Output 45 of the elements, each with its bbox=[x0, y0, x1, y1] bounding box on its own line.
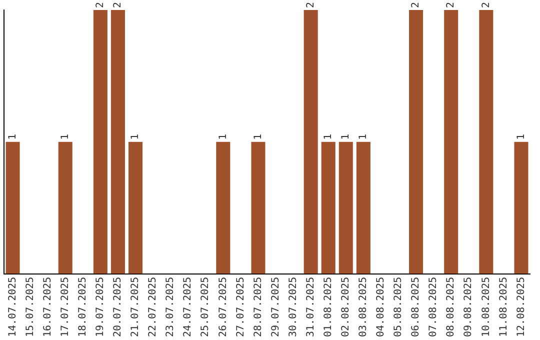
data-label: 1 bbox=[7, 134, 18, 140]
data-label: 1 bbox=[60, 134, 71, 140]
x-tick-label: 24.07.2025 bbox=[182, 276, 194, 338]
data-label: 1 bbox=[252, 134, 264, 140]
data-label: 2 bbox=[446, 2, 457, 8]
x-tick-label: 15.07.2025 bbox=[24, 276, 36, 338]
x-tick-label: 27.07.2025 bbox=[235, 276, 246, 338]
x-tick-label: 02.08.2025 bbox=[340, 276, 352, 338]
x-tick-label: 06.08.2025 bbox=[410, 276, 422, 338]
x-tick-label: 04.08.2025 bbox=[376, 276, 387, 338]
x-tick-label: 14.07.2025 bbox=[7, 276, 18, 338]
x-tick-label: 26.07.2025 bbox=[218, 276, 229, 338]
x-tick-label: 09.08.2025 bbox=[463, 276, 474, 338]
data-label: 2 bbox=[112, 2, 124, 8]
x-tick-label: 20.07.2025 bbox=[112, 276, 124, 338]
data-label: 2 bbox=[95, 2, 106, 8]
x-tick-label: 05.08.2025 bbox=[393, 276, 404, 338]
x-tick-label: 03.08.2025 bbox=[358, 276, 370, 338]
x-tick-label: 28.07.2025 bbox=[252, 276, 264, 338]
x-tick-label: 12.08.2025 bbox=[516, 276, 527, 338]
data-label: 1 bbox=[322, 134, 334, 140]
x-tick-label: 01.08.2025 bbox=[322, 276, 334, 338]
data-label: 2 bbox=[305, 2, 316, 8]
data-label: 1 bbox=[340, 134, 352, 140]
x-tick-label: 22.07.2025 bbox=[148, 276, 159, 338]
x-tick-label: 21.07.2025 bbox=[130, 276, 142, 338]
data-label: 1 bbox=[130, 134, 142, 140]
x-tick-label: 16.07.2025 bbox=[42, 276, 54, 338]
x-tick-label: 30.07.2025 bbox=[288, 276, 299, 338]
data-label: 2 bbox=[480, 2, 492, 8]
x-tick-label: 31.07.2025 bbox=[305, 276, 316, 338]
x-tick-label: 23.07.2025 bbox=[165, 276, 176, 338]
data-label: 1 bbox=[358, 134, 370, 140]
x-tick-label: 18.07.2025 bbox=[77, 276, 88, 338]
x-tick-label: 07.08.2025 bbox=[428, 276, 440, 338]
x-tick-label: 17.07.2025 bbox=[60, 276, 71, 338]
x-tick-label: 11.08.2025 bbox=[498, 276, 510, 338]
data-label: 2 bbox=[410, 2, 422, 8]
data-label: 1 bbox=[516, 134, 527, 140]
data-label: 1 bbox=[218, 134, 229, 140]
x-tick-label: 19.07.2025 bbox=[95, 276, 106, 338]
x-tick-label: 25.07.2025 bbox=[200, 276, 212, 338]
x-tick-label: 29.07.2025 bbox=[270, 276, 282, 338]
x-tick-label: 08.08.2025 bbox=[446, 276, 457, 338]
x-tick-label: 10.08.2025 bbox=[480, 276, 492, 338]
